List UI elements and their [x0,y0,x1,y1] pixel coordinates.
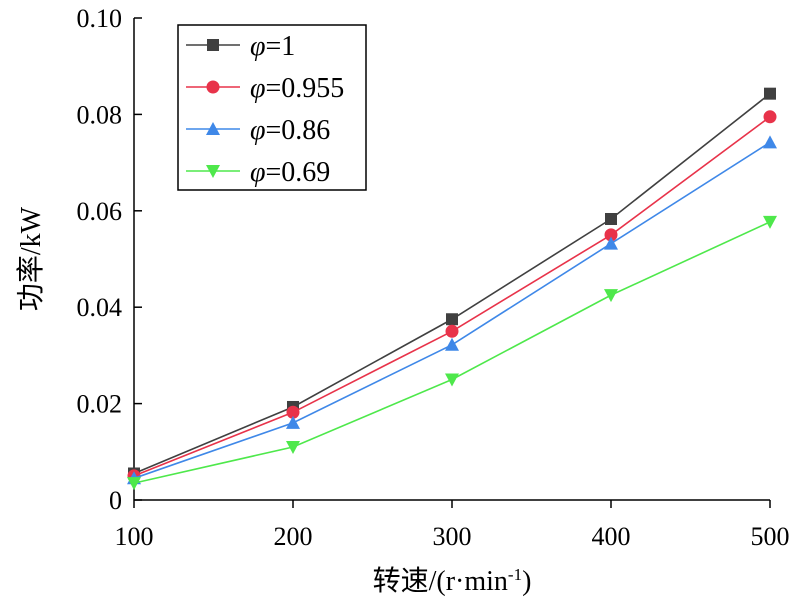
data-point [286,415,300,429]
data-point [763,110,777,124]
legend-label: φ=0.955 [250,73,344,104]
legend: φ=1 φ=0.955 φ=0.86 φ=0.69 [177,24,367,191]
data-point [763,215,777,229]
data-point [604,236,618,250]
legend-item: φ=0.86 [186,115,330,146]
x-tick-label: 100 [115,522,154,551]
data-point [445,337,459,351]
y-tick-label: 0.06 [77,197,123,226]
y-tick-label: 0.08 [77,100,123,129]
legend-item: φ=0.69 [186,157,330,188]
legend-item: φ=1 [186,31,295,62]
x-tick-label: 500 [751,522,790,551]
x-tick-label: 300 [433,522,472,551]
data-point [604,289,618,303]
series-line [133,221,771,484]
data-point [446,313,458,326]
series-0 [128,87,776,480]
axes [133,17,771,508]
data-point [764,87,776,100]
legend-label: φ=0.86 [250,115,330,146]
data-point [605,212,617,225]
y-tick-label: 0.02 [77,390,123,419]
legend-marker [206,122,220,135]
data-point [763,135,777,149]
y-tick-label: 0.10 [77,4,123,33]
series-layer [127,87,777,491]
data-point [604,228,618,242]
axis-labels: 0 0.02 0.04 0.06 0.08 0.10 100 200 300 400 500 转速/(… [15,4,790,597]
x-axis-title: 转速/(r·min-1) [373,565,532,597]
data-point [445,373,459,387]
y-tick-label: 0 [109,486,122,515]
legend-item: φ=0.955 [186,73,344,104]
data-point [445,324,459,338]
legend-marker [206,80,220,94]
legend-label: φ=0.69 [250,157,330,188]
x-tick-label: 400 [592,522,631,551]
legend-marker [207,39,219,51]
legend-box [177,24,367,191]
legend-marker [206,165,220,178]
data-point [286,405,300,419]
data-point [286,440,300,454]
x-tick-label: 200 [274,522,313,551]
series-line [133,141,771,480]
series-3 [127,215,777,491]
legend-label: φ=1 [250,31,295,62]
y-axis-title: 功率/kW [15,206,47,311]
data-point [127,477,141,491]
y-tick-label: 0.04 [77,293,123,322]
